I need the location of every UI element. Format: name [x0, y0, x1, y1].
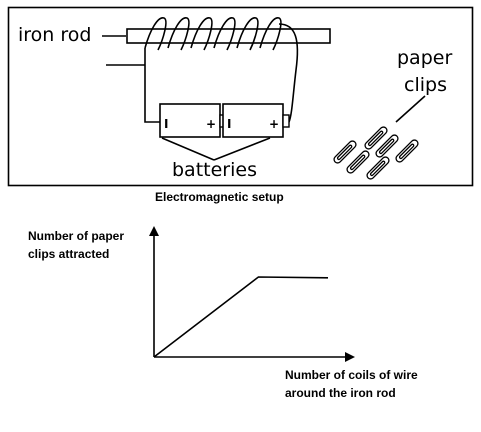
paper-clips-pointer: [395, 95, 426, 123]
wire-coil: [144, 17, 282, 51]
batteries-label: batteries: [172, 159, 257, 181]
paper-clips-label-2: clips: [404, 74, 447, 96]
battery-2-plus: +: [269, 117, 279, 131]
batteries-pointers: [161, 137, 271, 161]
plot-area: [153, 276, 329, 358]
x-axis-label-1: Number of coils of wire: [285, 368, 418, 382]
setup-caption: Electromagnetic setup: [155, 190, 284, 204]
x-axis-label-2: around the iron rod: [285, 386, 396, 400]
setup-frame: [7, 6, 474, 187]
battery-1-minus: I: [164, 117, 168, 131]
iron-rod-label: iron rod: [18, 24, 91, 46]
battery-1-plus: +: [206, 117, 216, 131]
paper-clips-label-1: paper: [397, 47, 452, 69]
battery-2-minus: I: [227, 117, 231, 131]
series-line: [153, 276, 329, 358]
iron-rod: [126, 28, 331, 44]
y-axis-label-2: clips attracted: [28, 247, 109, 261]
paper-clips: [333, 126, 419, 180]
wire-right: [278, 23, 299, 123]
wire-left: [106, 48, 161, 123]
battery-1: I +: [159, 103, 225, 138]
battery-2: I +: [222, 103, 290, 138]
y-axis-label-1: Number of paper: [28, 229, 124, 243]
